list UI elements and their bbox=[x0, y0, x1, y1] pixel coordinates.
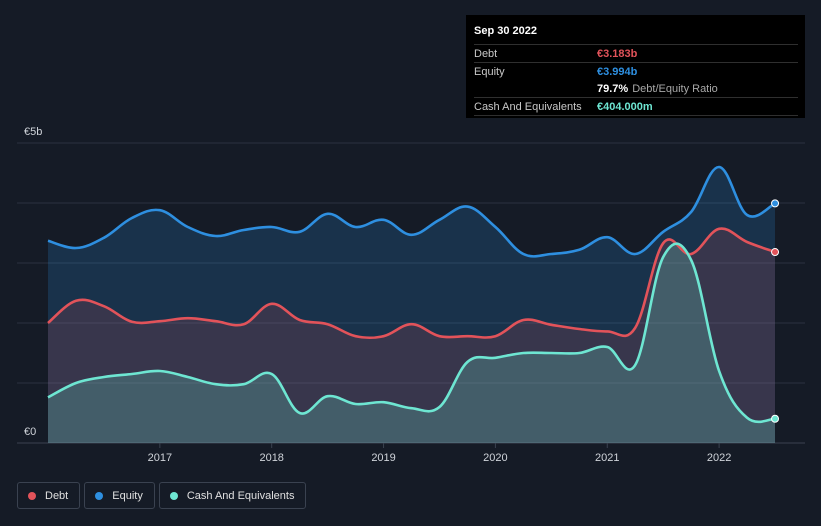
legend-dot-debt bbox=[28, 491, 36, 500]
tooltip-debt-row: Debt €3.183b bbox=[474, 44, 798, 62]
tooltip-debt-value: €3.183b bbox=[597, 47, 638, 60]
x-tick-label-2022: 2022 bbox=[707, 452, 731, 464]
legend-dot-cash bbox=[169, 491, 178, 500]
legend-item-equity[interactable]: Equity bbox=[84, 482, 155, 509]
y-axis-top-label: €5b bbox=[24, 126, 42, 138]
legend-label-cash: Cash And Equivalents bbox=[186, 489, 295, 502]
legend-item-cash[interactable]: Cash And Equivalents bbox=[158, 482, 307, 509]
chart-areas bbox=[48, 166, 776, 444]
chart-end-markers bbox=[771, 199, 780, 423]
tooltip-ratio-row: 79.7% Debt/Equity Ratio bbox=[474, 80, 798, 97]
end-marker-cash bbox=[771, 414, 780, 423]
line-equity bbox=[47, 165, 776, 258]
tooltip-equity-row: Equity €3.994b bbox=[474, 62, 798, 80]
x-tick-label-2018: 2018 bbox=[259, 452, 283, 464]
legend-dot-equity bbox=[95, 491, 104, 500]
chart-lines bbox=[47, 165, 776, 424]
line-debt bbox=[47, 227, 776, 340]
area-cash bbox=[48, 243, 776, 443]
tooltip-debt-label: Debt bbox=[474, 47, 498, 60]
y-axis-bottom-label: €0 bbox=[24, 426, 36, 438]
legend-item-debt[interactable]: Debt bbox=[17, 482, 81, 509]
line-cash bbox=[47, 242, 776, 424]
legend-label-debt: Debt bbox=[45, 489, 69, 502]
end-marker-equity bbox=[771, 199, 780, 208]
x-tick-label-2019: 2019 bbox=[371, 452, 395, 464]
tooltip-equity-value: €3.994b bbox=[597, 65, 638, 78]
chart-legend: Debt Equity Cash And Equivalents bbox=[17, 482, 310, 509]
tooltip-cash-label: Cash And Equivalents bbox=[474, 100, 582, 113]
tooltip-cash-value: €404.000m bbox=[597, 100, 653, 113]
tooltip-ratio-value: 79.7% bbox=[597, 82, 629, 95]
end-marker-debt bbox=[771, 248, 780, 257]
x-tick-label-2020: 2020 bbox=[483, 452, 507, 464]
area-debt bbox=[48, 228, 776, 443]
x-axis-ticks: 2017 2018 2019 2020 2021 2022 bbox=[148, 443, 731, 464]
data-tooltip: Sep 30 2022 Debt €3.183b Equity €3.994b … bbox=[466, 15, 805, 118]
legend-label-equity: Equity bbox=[112, 489, 143, 502]
tooltip-date: Sep 30 2022 bbox=[474, 25, 537, 37]
x-tick-label-2017: 2017 bbox=[148, 452, 172, 464]
tooltip-ratio-label: Debt/Equity Ratio bbox=[632, 82, 718, 95]
tooltip-cash-row: Cash And Equivalents €404.000m bbox=[474, 97, 798, 116]
x-tick-label-2021: 2021 bbox=[595, 452, 619, 464]
area-equity bbox=[48, 166, 776, 444]
tooltip-equity-label: Equity bbox=[474, 65, 505, 78]
